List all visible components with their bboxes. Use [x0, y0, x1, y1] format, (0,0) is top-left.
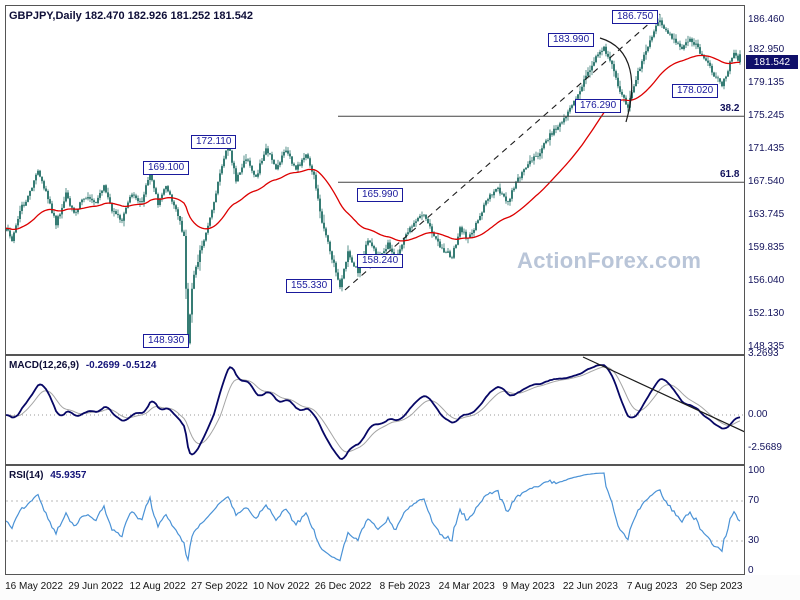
price-level-label: 183.990 — [548, 33, 595, 48]
macd-axis-label: 3.2693 — [748, 347, 779, 359]
price-axis-label: 182.950 — [748, 44, 785, 56]
price-scale-axis[interactable] — [745, 5, 800, 575]
rsi-axis-label: 70 — [748, 495, 760, 506]
price-level-label: 158.240 — [357, 254, 404, 269]
fib-level-label: 38.2 — [720, 103, 740, 115]
price-level-label: 186.750 — [612, 9, 659, 24]
date-label: 22 Jun 2023 — [562, 581, 618, 592]
price-level-label: 148.930 — [143, 333, 190, 348]
price-axis-label: 163.745 — [748, 208, 785, 220]
date-label: 24 Mar 2023 — [438, 581, 495, 592]
price-axis-label: 148.335 — [748, 340, 785, 352]
macd-indicator-label: MACD(12,26,9) -0.2699 -0.5124 — [9, 360, 156, 371]
date-label: 29 Jun 2022 — [68, 581, 124, 592]
rsi-axis-label: 30 — [748, 535, 760, 546]
symbol-name: GBPJPY,Daily — [9, 10, 82, 22]
price-axis-label: 175.245 — [748, 110, 785, 122]
time-scale-axis[interactable] — [0, 575, 800, 600]
date-label: 26 Dec 2022 — [314, 581, 372, 592]
macd-panel-area[interactable] — [5, 355, 745, 465]
fib-level-label: 61.8 — [720, 169, 740, 181]
date-label: 27 Sep 2022 — [191, 581, 248, 592]
ohlc-values: 182.470 182.926 181.252 181.542 — [84, 10, 254, 22]
price-level-label: 155.330 — [286, 278, 333, 293]
date-label: 9 May 2023 — [502, 581, 555, 592]
macd-axis-label: 0.00 — [748, 409, 768, 420]
rsi-axis-label: 100 — [748, 465, 765, 476]
rsi-current-value: 45.9357 — [50, 470, 87, 481]
date-label: 16 May 2022 — [5, 581, 63, 592]
price-axis-label: 179.135 — [748, 76, 785, 88]
price-axis-label: 186.460 — [748, 14, 785, 25]
macd-current-values: -0.2699 -0.5124 — [85, 360, 157, 371]
rsi-panel-area[interactable] — [5, 465, 745, 575]
current-price-tag: 181.542 — [746, 55, 798, 70]
date-label: 12 Aug 2022 — [129, 581, 186, 592]
date-label: 20 Sep 2023 — [685, 581, 743, 592]
price-level-label: 172.110 — [191, 135, 237, 150]
price-level-label: 176.290 — [575, 99, 622, 114]
macd-title: MACD(12,26,9) — [9, 360, 80, 371]
macd-axis-label: -2.5689 — [748, 441, 782, 453]
price-level-label: 178.020 — [672, 84, 719, 99]
rsi-axis-label: 0 — [748, 565, 754, 576]
date-label: 8 Feb 2023 — [379, 581, 431, 592]
date-label: 10 Nov 2022 — [252, 581, 310, 592]
price-axis-label: 159.835 — [748, 242, 785, 254]
price-axis-label: 167.540 — [748, 176, 785, 188]
price-axis-label: 171.435 — [748, 142, 785, 154]
price-axis-label: 152.130 — [748, 308, 785, 320]
rsi-indicator-label: RSI(14) 45.9357 — [9, 470, 86, 481]
symbol-quote: GBPJPY,Daily 182.470 182.926 181.252 181… — [9, 10, 253, 22]
price-chart-area[interactable] — [5, 5, 745, 355]
date-label: 7 Aug 2023 — [626, 581, 678, 592]
price-level-label: 169.100 — [143, 160, 190, 175]
rsi-title: RSI(14) — [9, 470, 44, 481]
price-axis-label: 156.040 — [748, 274, 785, 286]
watermark: ActionForex.com — [517, 248, 702, 273]
price-level-label: 165.990 — [357, 187, 404, 202]
